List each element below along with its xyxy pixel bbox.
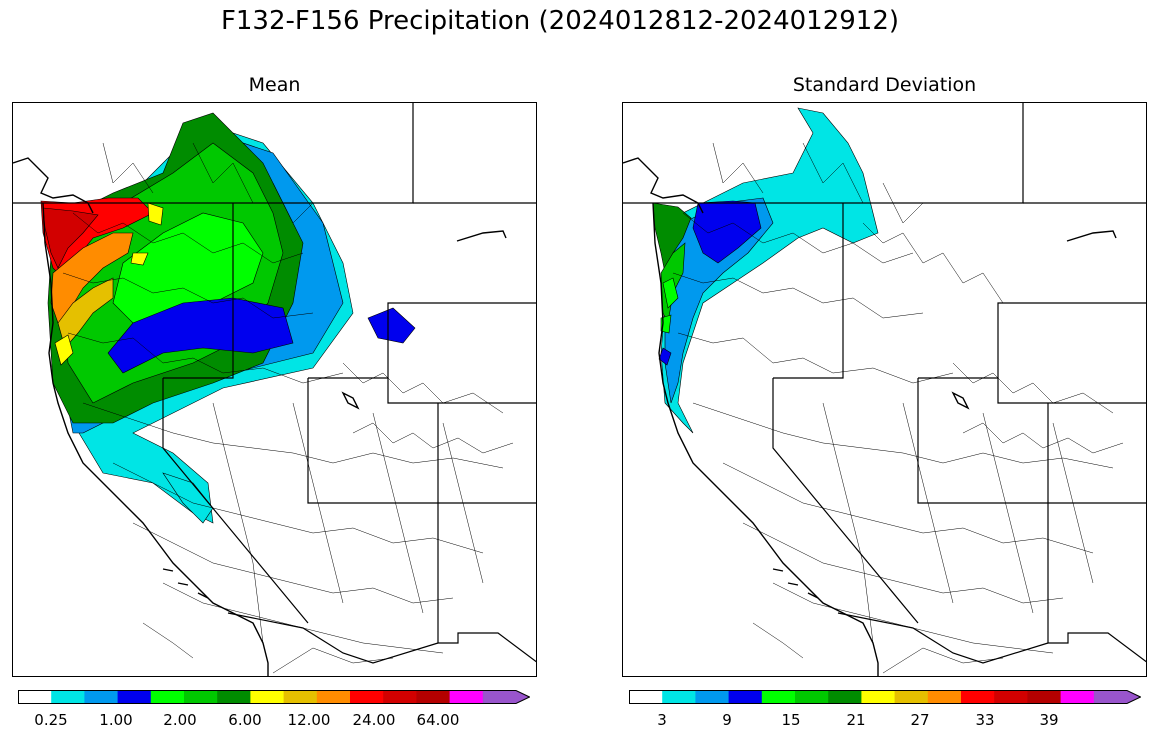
colorbar-segment	[795, 690, 829, 704]
colorbar-segment	[894, 690, 929, 704]
stddev-tick-label: 27	[910, 711, 930, 729]
mean-state-borders	[13, 103, 536, 664]
mean-tick-label: 2.00	[163, 711, 197, 729]
colorbar-segment	[961, 690, 995, 704]
mean-basins	[62, 142, 514, 674]
stddev-tick-label: 21	[846, 711, 866, 729]
mean-tick-label: 6.00	[228, 711, 262, 729]
zone-cyan-south	[162, 472, 214, 524]
zone-blue-east	[367, 307, 416, 344]
mean-panel-title: Mean	[248, 74, 301, 96]
colorbar-segment	[449, 690, 484, 704]
stddev-tick-label: 3	[657, 711, 667, 729]
colorbar-segment	[695, 690, 730, 704]
colorbar-segment	[861, 690, 896, 704]
stddev-tick-label: 39	[1039, 711, 1059, 729]
colorbar-segment	[150, 690, 185, 704]
colorbar-segment	[84, 690, 119, 704]
mean-precip-field	[40, 112, 416, 524]
colorbar-segment	[283, 690, 318, 704]
mean-colorbar	[18, 689, 531, 704]
stddev-coastline	[623, 157, 1117, 676]
mean-tick-label: 1.00	[99, 711, 133, 729]
colorbar-segment	[761, 690, 796, 704]
zone-blue	[658, 200, 762, 366]
colorbar-segment	[250, 690, 285, 704]
colorbar-segment	[18, 690, 52, 704]
mean-map	[12, 102, 537, 677]
stddev-panel-title: Standard Deviation	[792, 74, 977, 96]
colorbar-segment	[629, 690, 663, 704]
colorbar-segment	[217, 690, 251, 704]
colorbar-segment	[482, 690, 530, 704]
mean-coastline	[13, 157, 507, 676]
colorbar-segment	[728, 690, 763, 704]
mean-map-svg	[13, 103, 536, 676]
colorbar-segment	[350, 690, 384, 704]
stddev-map	[622, 102, 1147, 677]
stddev-colorbar	[629, 689, 1142, 704]
zone-orange	[50, 232, 134, 324]
mean-tick-label: 0.25	[34, 711, 68, 729]
colorbar-segment	[117, 690, 152, 704]
stddev-precip-field	[652, 107, 879, 434]
stddev-colorbar-svg	[629, 690, 1142, 704]
mean-tick-label: 24.00	[352, 711, 396, 729]
mean-tick-label: 12.00	[287, 711, 331, 729]
colorbar-segment	[316, 690, 351, 704]
stddev-state-borders	[623, 103, 1146, 664]
colorbar-segment	[416, 690, 451, 704]
colorbar-segment	[383, 690, 417, 704]
mean-tick-label: 64.00	[416, 711, 460, 729]
colorbar-segment	[1060, 690, 1095, 704]
mean-colorbar-svg	[18, 690, 531, 704]
colorbar-segment	[1027, 690, 1062, 704]
stddev-map-svg	[623, 103, 1146, 676]
colorbar-segment	[828, 690, 862, 704]
zone-lime	[112, 212, 264, 324]
zone-blue	[107, 297, 294, 374]
colorbar-segment	[51, 690, 85, 704]
figure-title: F132-F156 Precipitation (2024012812-2024…	[220, 6, 900, 36]
colorbar-segment	[927, 690, 962, 704]
zone-darkred	[42, 207, 99, 269]
stddev-tick-label: 9	[722, 711, 732, 729]
stddev-tick-label: 33	[975, 711, 995, 729]
colorbar-outline	[629, 690, 1142, 704]
colorbar-outline	[18, 690, 531, 704]
mean-colorbar-labels: 0.25 1.00 2.00 6.00 12.00 24.00 64.00	[18, 711, 530, 731]
colorbar-segment	[662, 690, 696, 704]
stddev-tick-label: 15	[781, 711, 801, 729]
stddev-colorbar-labels: 3 9 15 21 27 33 39	[629, 711, 1141, 731]
colorbar-segment	[184, 690, 218, 704]
zone-lime	[660, 277, 679, 334]
zone-yellow	[54, 202, 164, 366]
colorbar-segment	[994, 690, 1028, 704]
colorbar-segment	[1093, 690, 1141, 704]
